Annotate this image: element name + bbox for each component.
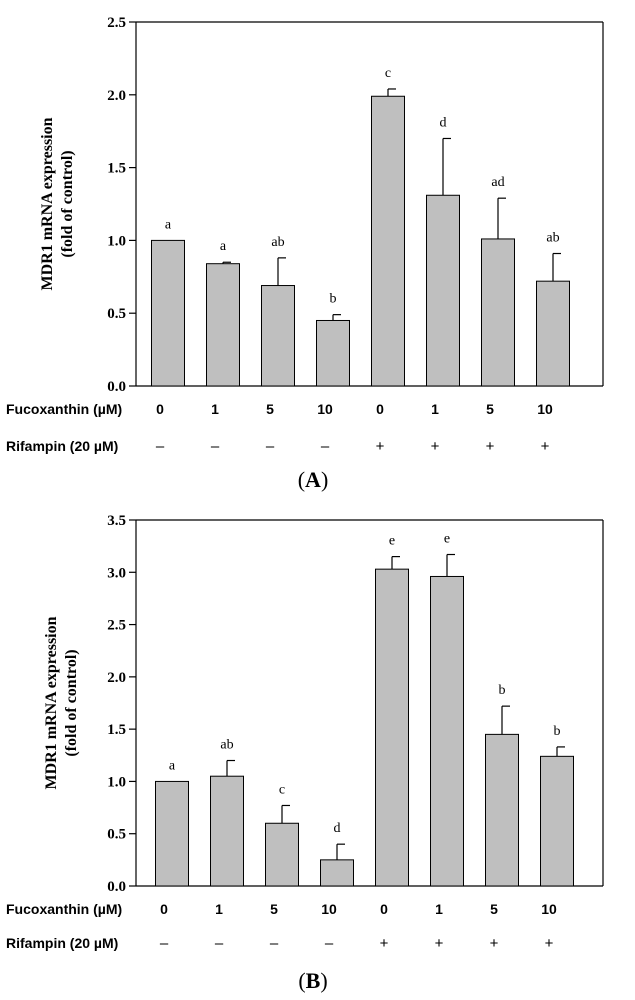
y-axis-title-line: (fold of control): [63, 649, 80, 756]
rifampin-row-label: Rifampin (20 µM): [6, 935, 118, 951]
bar: [371, 95, 405, 387]
y-tick-label: 0.0: [107, 379, 126, 395]
panel-label-letter: A: [305, 467, 321, 492]
y-axis-title-line: MDR1 mRNA expression: [43, 616, 60, 789]
bar: [320, 859, 354, 887]
fucoxanthin-value: 1: [435, 901, 443, 917]
fucoxanthin-value: 10: [541, 901, 557, 917]
fucoxanthin-value: 1: [215, 901, 223, 917]
bar: [261, 285, 295, 387]
panel-b-chart: 0.0 0.5 1.0 1.5 2.0 2.5 3.0 3.5 MDR1 mRNA expres…: [6, 513, 604, 993]
bar: [481, 238, 515, 387]
y-tick-label: 2.5: [107, 15, 126, 31]
y-tick-label: 0.5: [107, 306, 126, 322]
fucoxanthin-value: 0: [156, 401, 164, 417]
significance-letter: b: [499, 683, 506, 698]
y-axis-title: MDR1 mRNA expression (fold of control): [43, 616, 80, 789]
bar: [316, 319, 350, 387]
fucoxanthin-value: 10: [317, 401, 333, 417]
significance-letter: b: [330, 292, 337, 307]
bar: [375, 568, 409, 887]
fucoxanthin-value: 0: [160, 901, 168, 917]
fucoxanthin-row-label: Fucoxanthin (µM): [6, 401, 122, 417]
y-tick-label: 0.0: [107, 879, 126, 895]
bar: [430, 575, 464, 887]
fucoxanthin-value: 0: [376, 401, 384, 417]
rifampin-sign: –: [321, 438, 330, 455]
panel-a-chart: 0.0 0.5 1.0 1.5 2.0 2.5 MDR1 mRNA expression (f…: [6, 15, 604, 492]
bar: [265, 822, 299, 887]
fucoxanthin-row-label: Fucoxanthin (µM): [6, 901, 122, 917]
y-tick-label: 0.5: [107, 827, 126, 843]
rifampin-sign: +: [435, 935, 444, 952]
fucoxanthin-value: 5: [490, 901, 498, 917]
significance-letter: ad: [491, 175, 504, 190]
bar: [206, 263, 240, 387]
panel-label-letter: B: [306, 968, 321, 993]
rifampin-sign: –: [215, 935, 224, 952]
significance-letter: ab: [220, 738, 233, 753]
y-axis-title-line: MDR1 mRNA expression: [39, 117, 56, 290]
y-axis-title-line: (fold of control): [59, 150, 76, 257]
fucoxanthin-value: 5: [266, 401, 274, 417]
significance-letter: d: [440, 115, 447, 130]
rifampin-sign: +: [541, 438, 550, 455]
rifampin-row-label: Rifampin (20 µM): [6, 438, 118, 454]
panel-label: (A): [298, 467, 329, 492]
fucoxanthin-value: 5: [270, 901, 278, 917]
significance-letter: d: [334, 821, 341, 836]
y-tick-label: 2.0: [107, 88, 126, 104]
bar: [536, 280, 570, 387]
y-tick-label: 1.0: [107, 233, 126, 249]
bar: [485, 733, 519, 887]
significance-letter: a: [165, 217, 172, 232]
rifampin-sign: –: [160, 935, 169, 952]
rifampin-sign: –: [211, 438, 220, 455]
panel-label-open: (: [298, 968, 305, 993]
y-tick-label: 1.0: [107, 774, 126, 790]
rifampin-sign: +: [431, 438, 440, 455]
fucoxanthin-value: 0: [380, 901, 388, 917]
significance-letter: b: [554, 724, 561, 739]
bar: [426, 194, 460, 387]
y-tick-label: 2.5: [107, 618, 126, 634]
significance-letter: e: [389, 534, 395, 549]
fucoxanthin-value: 1: [211, 401, 219, 417]
significance-letter: a: [169, 758, 176, 773]
rifampin-sign: +: [486, 438, 495, 455]
y-tick-label: 3.0: [107, 565, 126, 581]
rifampin-sign: +: [545, 935, 554, 952]
y-tick-label: 3.5: [107, 513, 126, 529]
bar: [155, 780, 189, 887]
panel-label-open: (: [298, 467, 305, 492]
panel-label-close: ): [320, 968, 327, 993]
y-tick-label: 2.0: [107, 670, 126, 686]
bar: [540, 755, 574, 887]
significance-letter: ab: [271, 235, 284, 250]
fucoxanthin-value: 10: [321, 901, 337, 917]
bar: [151, 239, 185, 387]
fucoxanthin-value: 5: [486, 401, 494, 417]
rifampin-sign: –: [266, 438, 275, 455]
significance-letter: c: [279, 782, 285, 797]
rifampin-sign: +: [376, 438, 385, 455]
significance-letter: ab: [546, 231, 559, 246]
rifampin-sign: –: [270, 935, 279, 952]
rifampin-sign: +: [380, 935, 389, 952]
rifampin-sign: –: [325, 935, 334, 952]
fucoxanthin-value: 10: [537, 401, 553, 417]
panel-label-close: ): [321, 467, 328, 492]
significance-letter: c: [385, 66, 391, 81]
y-axis-title: MDR1 mRNA expression (fold of control): [39, 117, 76, 290]
significance-letter: a: [220, 239, 227, 254]
rifampin-sign: –: [156, 438, 165, 455]
panel-label: (B): [298, 968, 327, 993]
fucoxanthin-value: 1: [431, 401, 439, 417]
y-tick-label: 1.5: [107, 722, 126, 738]
rifampin-sign: +: [490, 935, 499, 952]
y-tick-label: 1.5: [107, 161, 126, 177]
significance-letter: e: [444, 532, 450, 547]
bar: [210, 775, 244, 887]
